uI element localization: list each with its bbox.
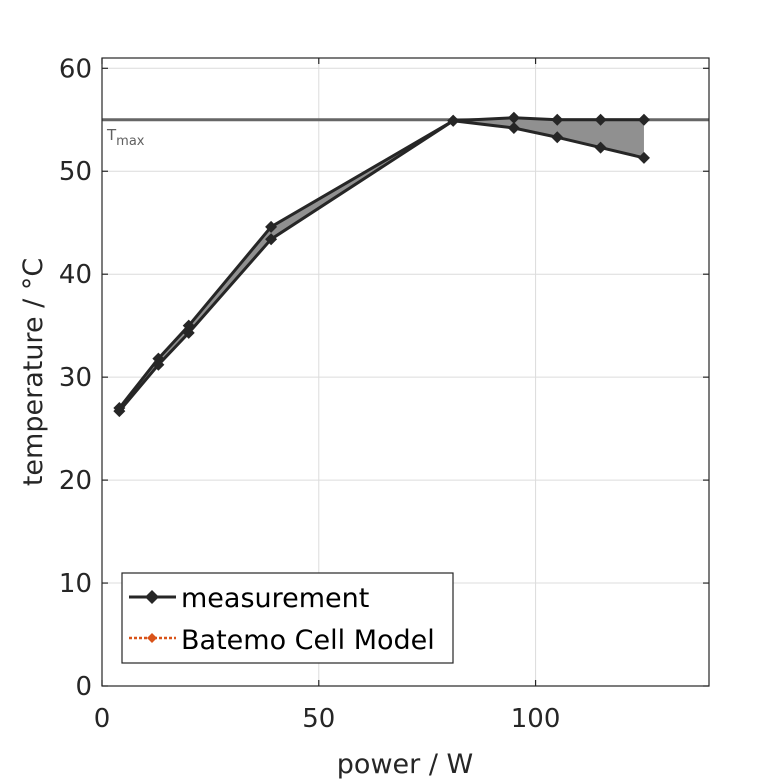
threshold-label-main: T bbox=[106, 126, 117, 144]
measurement-point-lower bbox=[637, 151, 650, 164]
tick-labels: 0 50 100 0 10 20 30 40 50 60 bbox=[59, 54, 560, 734]
x-tick-label: 0 bbox=[94, 704, 111, 734]
threshold-label: Tmax bbox=[106, 126, 145, 149]
measurement-point-lower bbox=[447, 114, 460, 127]
y-tick-label: 0 bbox=[75, 672, 92, 702]
measurement-point-upper bbox=[152, 352, 165, 365]
x-tick-label: 50 bbox=[302, 704, 335, 734]
measurement-point-lower bbox=[594, 141, 607, 154]
measurement-point-lower bbox=[152, 358, 165, 371]
y-axis-label: temperature / °C bbox=[18, 258, 49, 486]
legend-marker-batemo bbox=[147, 633, 157, 643]
x-tick-label: 100 bbox=[511, 704, 561, 734]
measurement-point-upper bbox=[594, 113, 607, 126]
measurement-point-lower bbox=[551, 131, 564, 144]
measurement-point-upper bbox=[637, 113, 650, 126]
y-tick-label: 60 bbox=[59, 54, 92, 84]
legend-marker-measurement bbox=[145, 590, 159, 604]
legend: measurement Batemo Cell Model bbox=[121, 572, 454, 664]
measurement-point-upper bbox=[182, 319, 195, 332]
ticks bbox=[101, 58, 709, 687]
threshold-label-sub: max bbox=[116, 134, 145, 149]
measurement-point-upper bbox=[551, 113, 564, 126]
measurement-point-upper bbox=[265, 220, 278, 233]
y-tick-label: 30 bbox=[59, 363, 92, 393]
y-tick-label: 20 bbox=[59, 466, 92, 496]
measurement-point-lower bbox=[182, 326, 195, 339]
y-tick-label: 10 bbox=[59, 569, 92, 599]
measurement-point-lower bbox=[113, 405, 126, 418]
x-axis-label: power / W bbox=[337, 749, 473, 780]
y-tick-label: 50 bbox=[59, 157, 92, 187]
measurement-point-lower bbox=[507, 122, 520, 135]
legend-entry-measurement: measurement bbox=[129, 583, 369, 614]
legend-label-measurement: measurement bbox=[181, 583, 369, 614]
y-tick-label: 40 bbox=[59, 260, 92, 290]
series-layer bbox=[113, 111, 650, 418]
legend-entry-batemo-cell-model: Batemo Cell Model bbox=[129, 625, 435, 656]
legend-label-batemo: Batemo Cell Model bbox=[181, 625, 435, 656]
legend-box bbox=[121, 572, 454, 664]
measurement-point-upper bbox=[507, 111, 520, 124]
measurement-point-lower bbox=[265, 233, 278, 246]
axes-box bbox=[101, 57, 710, 687]
